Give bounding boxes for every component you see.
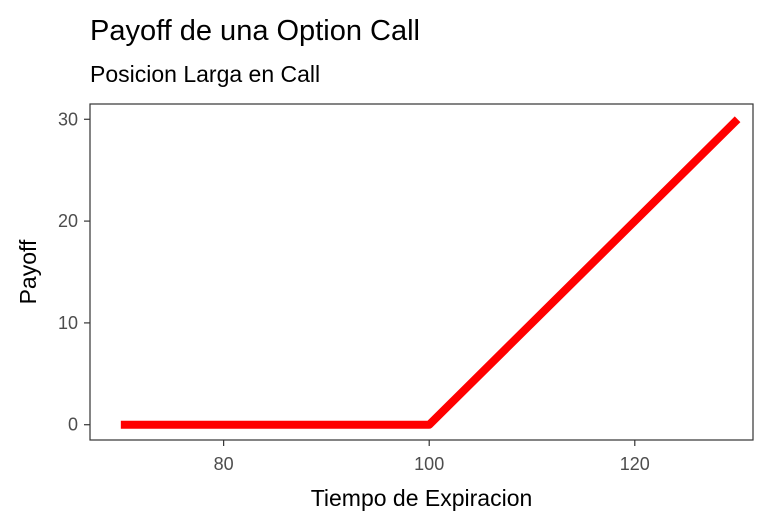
x-tick-label: 100	[414, 454, 444, 474]
panel-border	[89, 103, 754, 441]
y-tick-label: 10	[58, 313, 78, 333]
series-layer	[120, 116, 741, 429]
y-axis-title: Payoff	[15, 239, 41, 304]
chart-subtitle: Posicion Larga en Call	[90, 61, 320, 87]
chart-title: Payoff de una Option Call	[90, 15, 420, 47]
plot-area	[89, 103, 754, 441]
y-tick-label: 0	[68, 415, 78, 435]
x-axis: 80 100 120	[214, 440, 650, 474]
x-tick-label: 120	[620, 454, 650, 474]
x-axis-title: Tiempo de Expiracion	[311, 485, 533, 511]
series-line-0	[120, 116, 741, 429]
x-tick-label: 80	[214, 454, 234, 474]
y-tick-label: 30	[58, 109, 78, 129]
y-tick-label: 20	[58, 211, 78, 231]
y-axis: 0 10 20 30	[58, 109, 90, 435]
